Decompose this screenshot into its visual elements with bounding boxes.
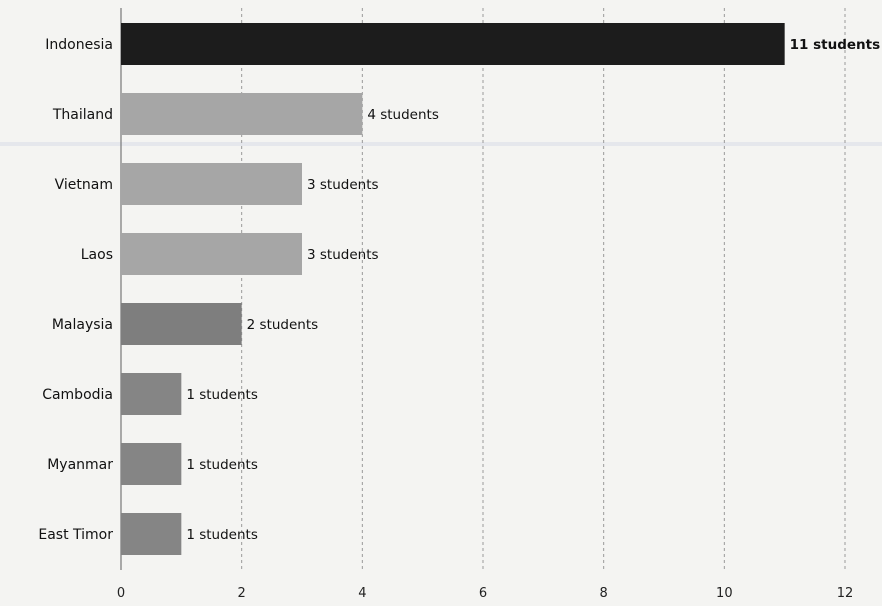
bar-myanmar [121,443,182,485]
data-label: 4 students [367,107,439,123]
category-label: Myanmar [47,457,113,473]
bar-vietnam [121,163,302,205]
x-tick-label: 10 [716,586,733,601]
bar-laos [121,233,302,275]
data-label: 1 students [186,457,258,473]
category-label: Indonesia [45,37,113,53]
category-label: Laos [81,247,113,263]
data-label: 1 students [186,387,258,403]
data-label: 1 students [186,527,258,543]
bar-thailand [121,93,363,135]
x-tick-label: 4 [358,586,366,601]
data-label: 11 students [790,37,881,53]
category-label: East Timor [38,527,113,543]
data-label: 2 students [247,317,319,333]
x-tick-label: 8 [600,586,608,601]
category-label: Thailand [52,107,113,123]
data-label: 3 students [307,177,379,193]
bar-indonesia [121,23,785,65]
x-tick-label: 12 [837,586,854,601]
bar-malaysia [121,303,242,345]
category-label: Malaysia [52,317,113,333]
x-tick-label: 6 [479,586,487,601]
x-tick-label: 0 [117,586,125,601]
data-label: 3 students [307,247,379,263]
bar-east-timor [121,513,182,555]
scan-artifact [0,142,882,146]
category-label: Cambodia [42,387,113,403]
bar-cambodia [121,373,182,415]
category-label: Vietnam [55,177,113,193]
x-tick-label: 2 [238,586,246,601]
